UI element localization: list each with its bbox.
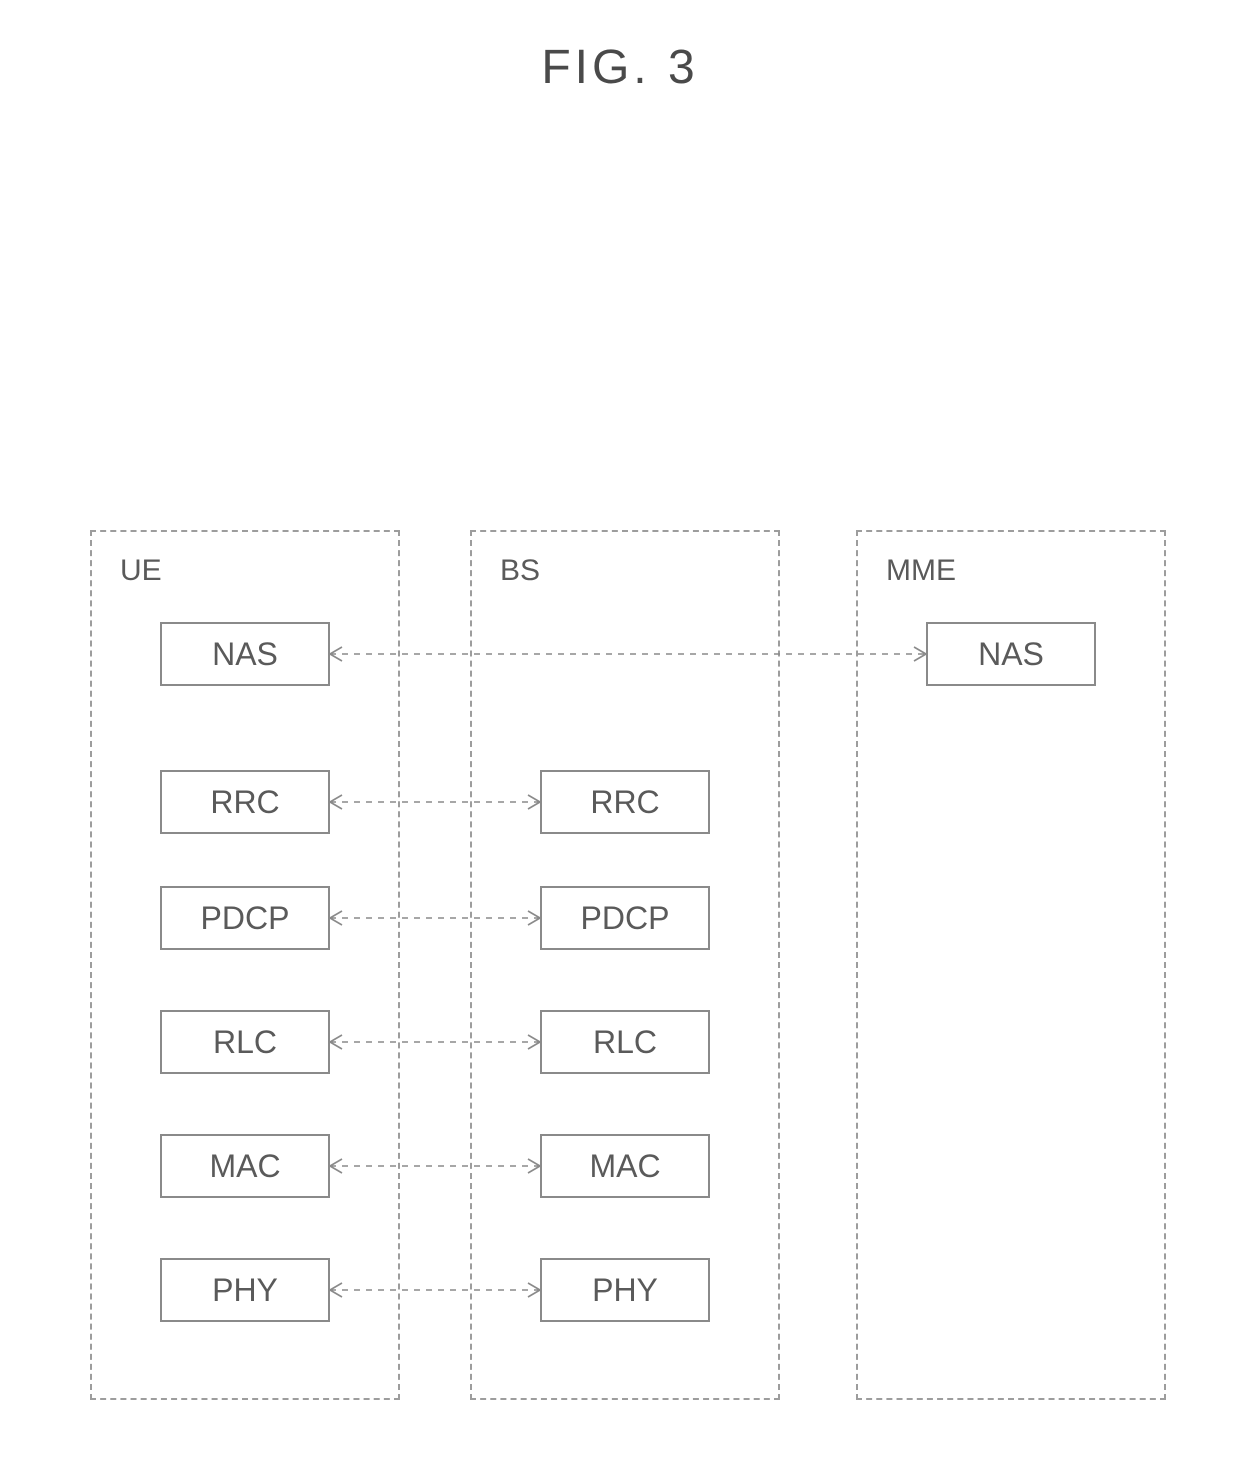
layer-mac-bs: MAC: [540, 1134, 710, 1198]
column-label-bs: BS: [500, 554, 540, 588]
column-label-mme: MME: [886, 554, 956, 588]
layer-phy-ue: PHY: [160, 1258, 330, 1322]
layer-rrc-ue: RRC: [160, 770, 330, 834]
figure-page: FIG. 3 UE BS MME NAS NAS RRC RRC PDCP PDCP RLC RLC…: [0, 0, 1240, 1463]
layer-rrc-bs: RRC: [540, 770, 710, 834]
layer-phy-bs: PHY: [540, 1258, 710, 1322]
layer-nas-mme: NAS: [926, 622, 1096, 686]
layer-mac-ue: MAC: [160, 1134, 330, 1198]
column-label-ue: UE: [120, 554, 162, 588]
layer-pdcp-ue: PDCP: [160, 886, 330, 950]
figure-title: FIG. 3: [0, 40, 1240, 95]
layer-rlc-ue: RLC: [160, 1010, 330, 1074]
layer-rlc-bs: RLC: [540, 1010, 710, 1074]
layer-pdcp-bs: PDCP: [540, 886, 710, 950]
layer-nas-ue: NAS: [160, 622, 330, 686]
